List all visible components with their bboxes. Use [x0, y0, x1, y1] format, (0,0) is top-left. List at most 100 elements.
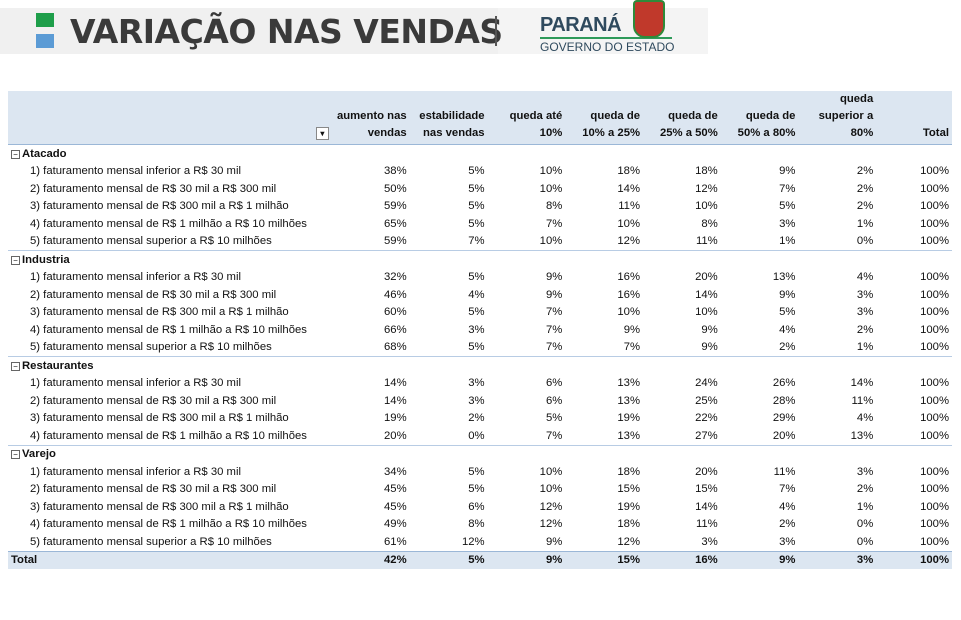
collapse-icon[interactable]: − — [11, 361, 20, 371]
cell-value: 4% — [779, 323, 796, 336]
group-row[interactable]: − Atacado — [8, 144, 952, 163]
total-value: 15% — [565, 550, 644, 569]
divider — [495, 16, 497, 46]
total-value: 16% — [643, 550, 721, 569]
cell-value: 5% — [779, 200, 796, 213]
cell-value: 9% — [623, 323, 641, 336]
cell-value: 8% — [545, 200, 563, 213]
filter-icon[interactable]: ▾ — [315, 127, 329, 140]
total-row: Total 42% 5% 9% 15% 16% 9% 3% 100% — [8, 550, 952, 569]
total-value: 5% — [409, 550, 488, 569]
total-label: Total — [8, 550, 332, 569]
cell-value: 3% — [779, 217, 796, 230]
cell-value: 19% — [384, 412, 407, 425]
cell-value: 3% — [468, 323, 485, 336]
table-row: 1) faturamento mensal inferior a R$ 30 m… — [8, 463, 952, 481]
cell-value: 34% — [384, 465, 407, 478]
cell-value: 3% — [468, 377, 485, 390]
cell-value: 100% — [920, 483, 949, 496]
cell-value: 14% — [695, 288, 718, 301]
cell-value: 10% — [617, 217, 641, 230]
cell-value: 5% — [468, 182, 485, 195]
cell-value: 6% — [545, 394, 563, 407]
group-label: − Restaurantes — [8, 356, 952, 375]
cell-value: 14% — [384, 377, 407, 390]
cell-value: 20% — [695, 465, 718, 478]
column-header: queda de 10% a 25% — [565, 91, 644, 145]
cell-value: 26% — [772, 377, 796, 390]
group-label: − Varejo — [8, 444, 952, 463]
cell-value: 1% — [856, 500, 874, 513]
group-name: Restaurantes — [22, 359, 94, 372]
logo-subtitle: GOVERNO DO ESTADO — [540, 40, 675, 54]
cell-value: 13% — [772, 271, 796, 284]
group-row[interactable]: − Industria — [8, 250, 952, 269]
cell-value: 5% — [468, 341, 485, 354]
cell-value: 6% — [468, 500, 485, 513]
table-row: 3) faturamento mensal de R$ 300 mil a R$… — [8, 498, 952, 516]
column-header: estabilidade nas vendas — [409, 91, 488, 145]
cell-value: 9% — [545, 535, 563, 548]
cell-value: 2% — [856, 165, 874, 178]
cell-value: 32% — [384, 271, 407, 284]
cell-value: 8% — [701, 217, 718, 230]
table-row: 4) faturamento mensal de R$ 1 milhão a R… — [8, 215, 952, 233]
cell-value: 1% — [856, 341, 874, 354]
cell-value: 7% — [779, 483, 796, 496]
cell-value: 28% — [772, 394, 796, 407]
row-label: 1) faturamento mensal inferior a R$ 30 m… — [30, 465, 241, 478]
cell-value: 20% — [695, 271, 718, 284]
cell-value: 100% — [920, 200, 949, 213]
cell-value: 65% — [384, 217, 407, 230]
cell-value: 61% — [384, 535, 407, 548]
coat-of-arms-icon — [633, 0, 665, 38]
table-row: 2) faturamento mensal de R$ 30 mil a R$ … — [8, 481, 952, 499]
cell-value: 59% — [384, 200, 407, 213]
table-row: 5) faturamento mensal superior a R$ 10 m… — [8, 533, 952, 551]
cell-value: 9% — [545, 271, 563, 284]
cell-value: 10% — [617, 306, 641, 319]
cell-value: 60% — [384, 306, 407, 319]
collapse-icon[interactable]: − — [11, 255, 20, 265]
group-row[interactable]: − Varejo — [8, 444, 952, 463]
cell-value: 2% — [856, 483, 874, 496]
row-label: 1) faturamento mensal inferior a R$ 30 m… — [30, 271, 241, 284]
total-value: 3% — [798, 550, 877, 569]
cell-value: 16% — [617, 288, 641, 301]
cell-value: 7% — [545, 323, 563, 336]
cell-value: 46% — [384, 288, 407, 301]
cell-value: 20% — [772, 429, 796, 442]
table-row: 1) faturamento mensal inferior a R$ 30 m… — [8, 163, 952, 181]
cell-value: 13% — [617, 429, 641, 442]
cell-value: 14% — [695, 500, 718, 513]
cell-value: 68% — [384, 341, 407, 354]
cell-value: 59% — [384, 235, 407, 248]
cell-value: 11% — [773, 465, 796, 478]
row-label: 4) faturamento mensal de R$ 1 milhão a R… — [30, 518, 307, 531]
row-label: 4) faturamento mensal de R$ 1 milhão a R… — [30, 429, 307, 442]
cell-value: 29% — [772, 412, 796, 425]
row-label: 3) faturamento mensal de R$ 300 mil a R$… — [30, 500, 289, 513]
cell-value: 0% — [856, 235, 874, 248]
cell-value: 20% — [384, 429, 407, 442]
cell-value: 100% — [920, 306, 949, 319]
cell-value: 9% — [701, 323, 718, 336]
collapse-icon[interactable]: − — [11, 149, 20, 159]
row-label: 5) faturamento mensal superior a R$ 10 m… — [30, 535, 272, 548]
cell-value: 27% — [695, 429, 718, 442]
table-row: 1) faturamento mensal inferior a R$ 30 m… — [8, 269, 952, 287]
row-label: 4) faturamento mensal de R$ 1 milhão a R… — [30, 217, 307, 230]
collapse-icon[interactable]: − — [11, 450, 20, 460]
cell-value: 12% — [539, 518, 563, 531]
cell-value: 7% — [545, 217, 563, 230]
group-row[interactable]: − Restaurantes — [8, 356, 952, 375]
cell-value: 25% — [695, 394, 718, 407]
cell-value: 10% — [539, 483, 563, 496]
cell-value: 100% — [920, 377, 949, 390]
row-label: 4) faturamento mensal de R$ 1 milhão a R… — [30, 323, 307, 336]
cell-value: 8% — [468, 518, 485, 531]
cell-value: 3% — [856, 465, 874, 478]
table-row: 5) faturamento mensal superior a R$ 10 m… — [8, 339, 952, 357]
cell-value: 3% — [856, 288, 874, 301]
cell-value: 4% — [856, 412, 874, 425]
